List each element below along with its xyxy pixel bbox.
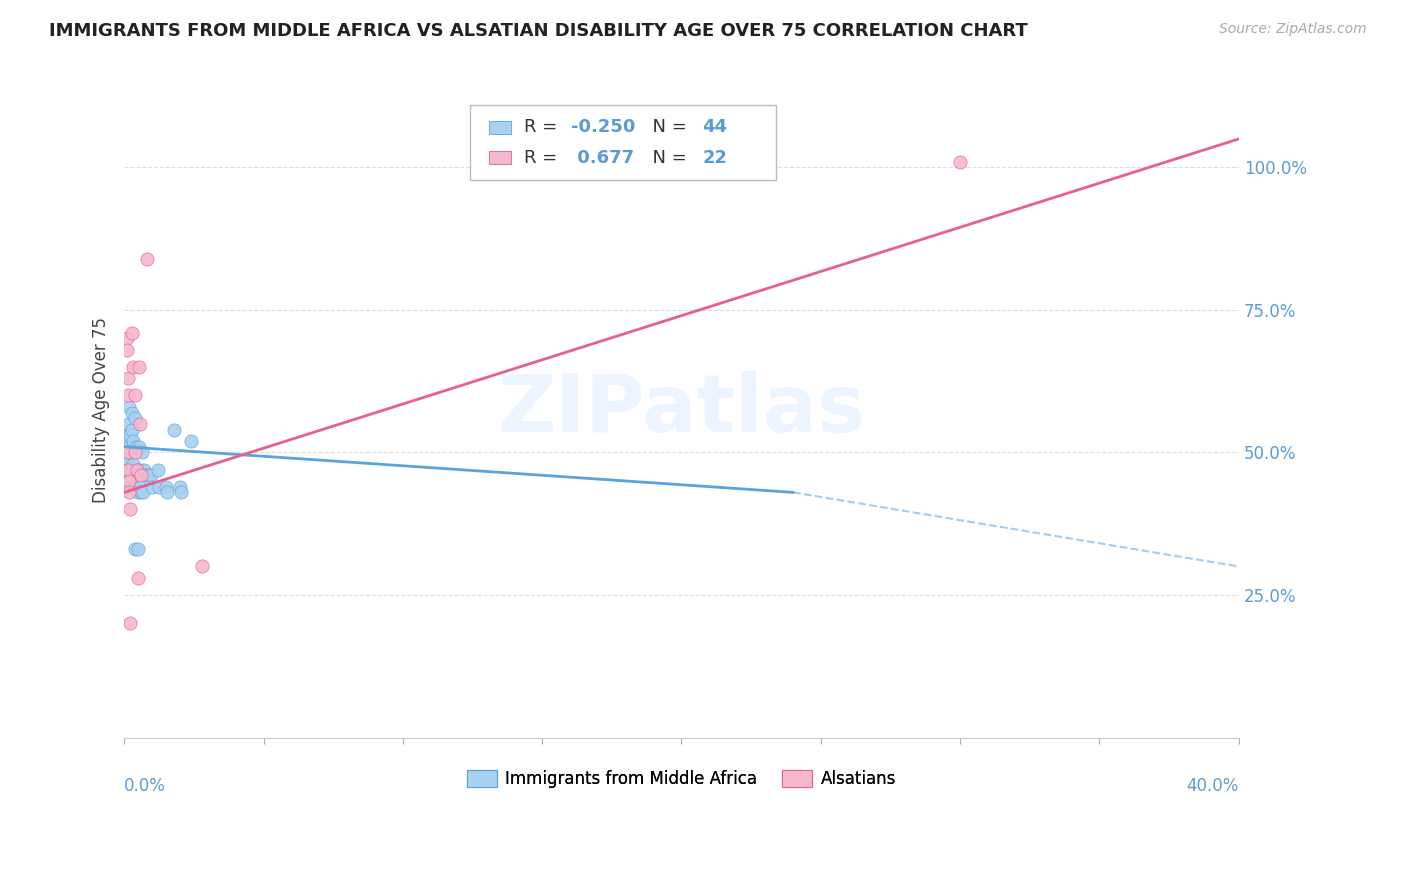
Point bbox=[117, 445, 139, 459]
Legend: Immigrants from Middle Africa, Alsatians: Immigrants from Middle Africa, Alsatians bbox=[460, 764, 903, 795]
Point bbox=[128, 440, 150, 454]
FancyBboxPatch shape bbox=[489, 120, 510, 134]
Point bbox=[146, 462, 169, 476]
Point bbox=[156, 485, 179, 500]
Point bbox=[115, 457, 138, 471]
Point bbox=[115, 331, 138, 345]
Point bbox=[124, 388, 146, 402]
Point bbox=[124, 411, 146, 425]
Point bbox=[125, 440, 148, 454]
Point bbox=[127, 571, 149, 585]
Point bbox=[115, 468, 138, 483]
Point bbox=[115, 343, 138, 357]
Point bbox=[138, 468, 160, 483]
Point bbox=[135, 252, 157, 266]
Point bbox=[121, 423, 143, 437]
Point bbox=[127, 542, 149, 557]
Point bbox=[129, 480, 152, 494]
Point bbox=[118, 400, 141, 414]
Point bbox=[949, 154, 972, 169]
Text: ZIPatlas: ZIPatlas bbox=[498, 371, 866, 449]
Point bbox=[148, 480, 170, 494]
Point bbox=[117, 434, 139, 448]
Point bbox=[117, 417, 139, 431]
Point bbox=[125, 462, 148, 476]
Text: R =: R = bbox=[524, 149, 564, 167]
Point bbox=[131, 445, 153, 459]
FancyBboxPatch shape bbox=[470, 105, 776, 180]
Point bbox=[121, 406, 143, 420]
Text: 0.677: 0.677 bbox=[571, 149, 634, 167]
Point bbox=[128, 417, 150, 431]
Text: Source: ZipAtlas.com: Source: ZipAtlas.com bbox=[1219, 22, 1367, 37]
FancyBboxPatch shape bbox=[489, 151, 510, 164]
Text: 40.0%: 40.0% bbox=[1187, 777, 1239, 795]
Point bbox=[124, 542, 146, 557]
Point bbox=[115, 445, 138, 459]
Point bbox=[118, 502, 141, 516]
Point bbox=[118, 445, 141, 459]
Text: IMMIGRANTS FROM MIDDLE AFRICA VS ALSATIAN DISABILITY AGE OVER 75 CORRELATION CHA: IMMIGRANTS FROM MIDDLE AFRICA VS ALSATIA… bbox=[49, 22, 1028, 40]
Point bbox=[127, 485, 149, 500]
Point bbox=[125, 462, 148, 476]
Point bbox=[141, 480, 163, 494]
Point bbox=[118, 440, 141, 454]
Point bbox=[121, 434, 143, 448]
Point bbox=[122, 457, 145, 471]
Point bbox=[117, 462, 139, 476]
Text: 44: 44 bbox=[703, 119, 728, 136]
Text: R =: R = bbox=[524, 119, 564, 136]
Point bbox=[115, 451, 138, 466]
Point bbox=[139, 468, 162, 483]
Text: -0.250: -0.250 bbox=[571, 119, 636, 136]
Text: N =: N = bbox=[641, 119, 693, 136]
Point bbox=[129, 485, 152, 500]
Point bbox=[128, 462, 150, 476]
Text: N =: N = bbox=[641, 149, 693, 167]
Point bbox=[155, 480, 177, 494]
Point bbox=[118, 468, 141, 483]
Text: 0.0%: 0.0% bbox=[124, 777, 166, 795]
Point bbox=[118, 474, 141, 488]
Point bbox=[163, 423, 186, 437]
Point bbox=[169, 480, 191, 494]
Point bbox=[129, 468, 152, 483]
Point bbox=[170, 485, 193, 500]
Text: 22: 22 bbox=[703, 149, 728, 167]
Point bbox=[134, 462, 156, 476]
Point bbox=[118, 485, 141, 500]
Y-axis label: Disability Age Over 75: Disability Age Over 75 bbox=[93, 317, 110, 503]
Point bbox=[124, 445, 146, 459]
Point bbox=[120, 428, 142, 442]
Point bbox=[122, 480, 145, 494]
Point bbox=[134, 468, 156, 483]
Point bbox=[132, 485, 155, 500]
Point bbox=[115, 480, 138, 494]
Point bbox=[128, 359, 150, 374]
Point bbox=[121, 359, 143, 374]
Point bbox=[121, 326, 143, 340]
Point bbox=[117, 388, 139, 402]
Point bbox=[120, 616, 142, 631]
Point bbox=[115, 428, 138, 442]
Point bbox=[117, 462, 139, 476]
Point bbox=[180, 434, 202, 448]
Point bbox=[117, 371, 139, 385]
Point bbox=[191, 559, 214, 574]
